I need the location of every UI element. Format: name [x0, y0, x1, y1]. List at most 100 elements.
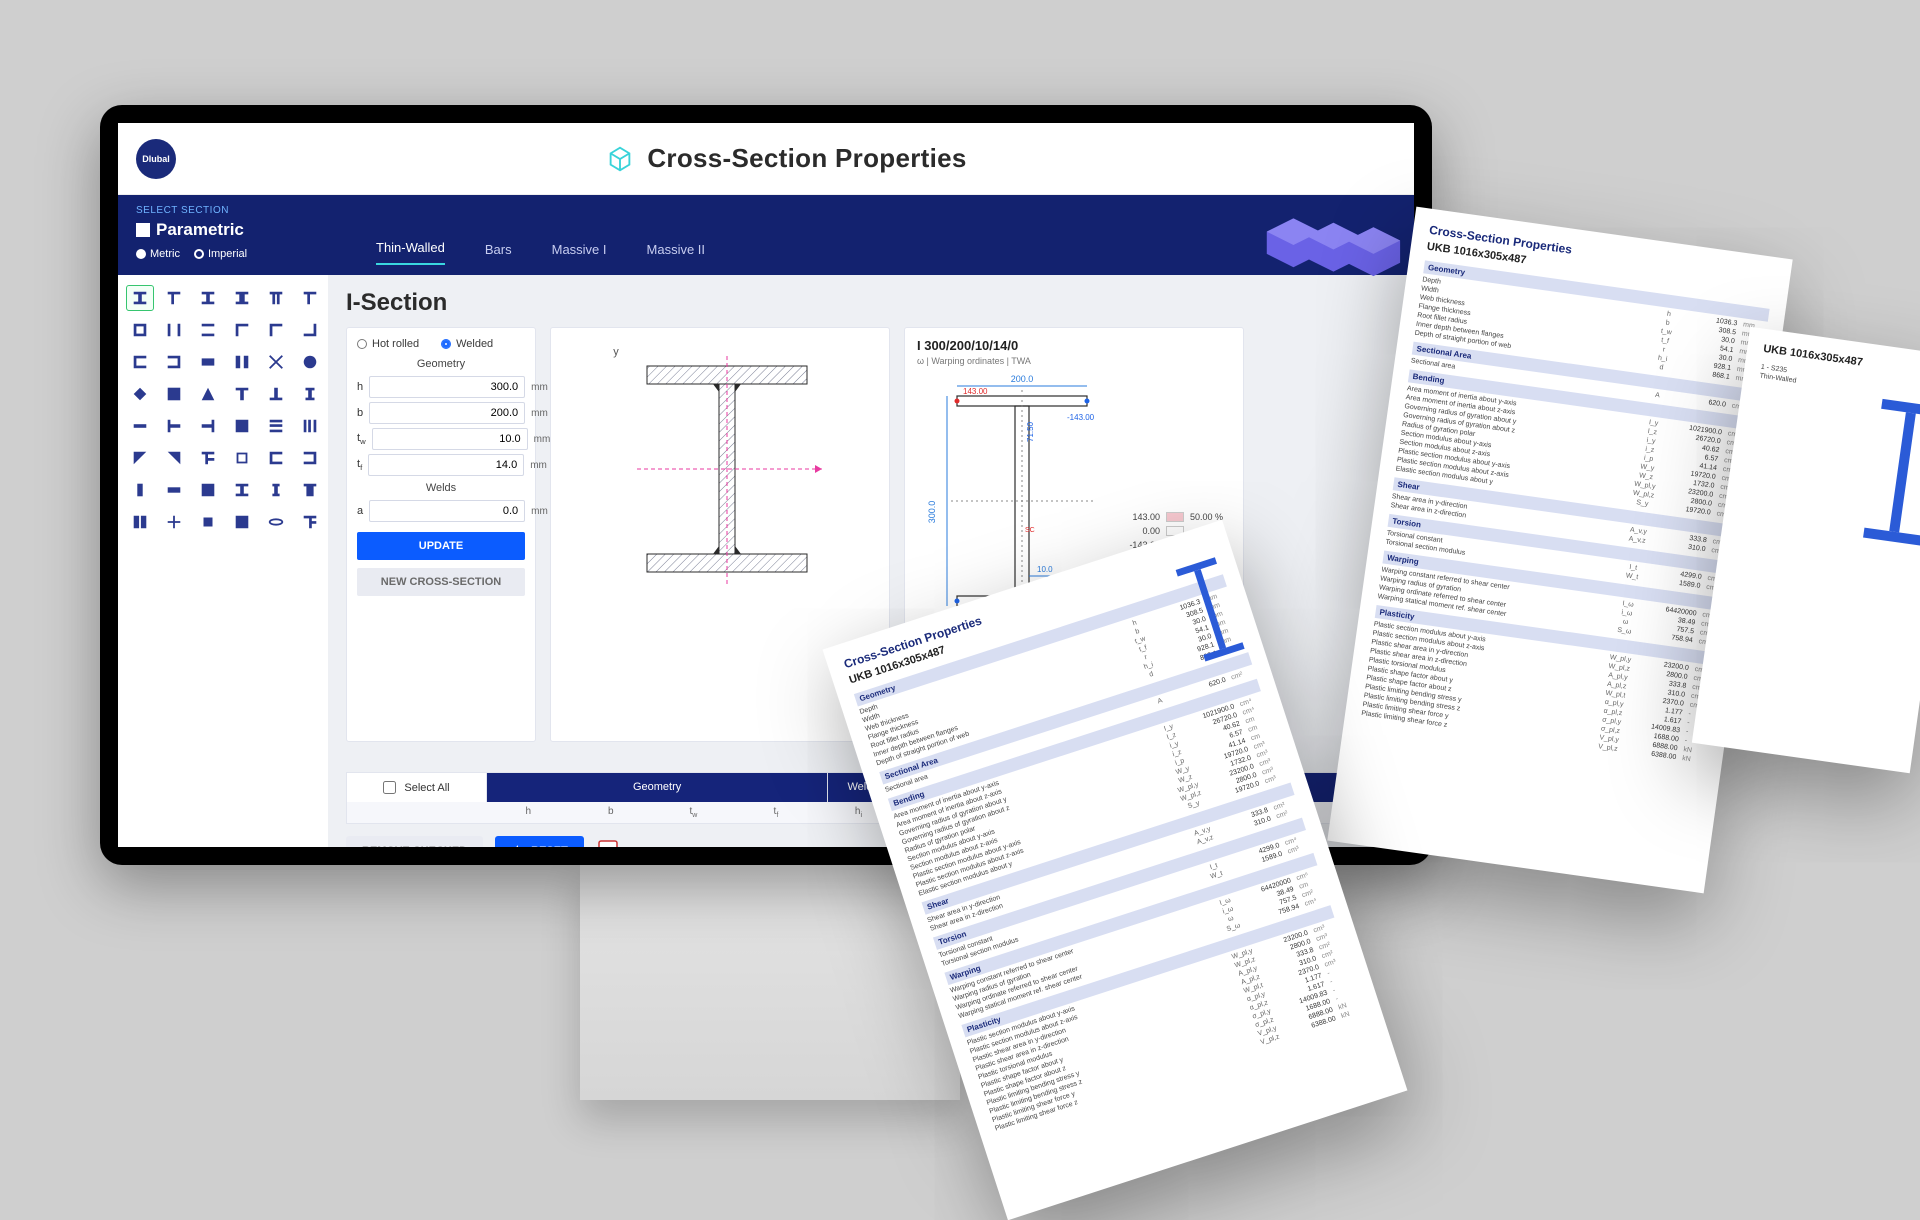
subcol-t_f: tf	[735, 802, 818, 823]
svg-text:143.00: 143.00	[963, 387, 988, 396]
geom-input-3[interactable]	[368, 454, 524, 476]
welds-group-label: Welds	[357, 482, 525, 494]
weld-input-0[interactable]	[369, 500, 525, 522]
subcol-b: b	[570, 802, 653, 823]
shape-option-45[interactable]	[228, 509, 256, 535]
shape-option-9[interactable]	[228, 317, 256, 343]
geom-sym-0: h	[357, 381, 363, 393]
select-all-checkbox[interactable]	[383, 781, 396, 794]
pdf-export-icon[interactable]: PDF	[596, 839, 620, 847]
decor-beams-icon	[1254, 205, 1404, 285]
geom-sym-2: tw	[357, 432, 366, 446]
shape-option-12[interactable]	[126, 349, 154, 375]
shape-option-23[interactable]	[296, 381, 324, 407]
shape-option-14[interactable]	[194, 349, 222, 375]
shape-option-19[interactable]	[160, 381, 188, 407]
parametric-icon	[136, 223, 150, 237]
shape-option-26[interactable]	[194, 413, 222, 439]
geom-input-1[interactable]	[369, 402, 525, 424]
svg-text:SC: SC	[1025, 527, 1035, 534]
shape-option-30[interactable]	[126, 445, 154, 471]
i-section-drawing	[627, 346, 827, 606]
shape-option-24[interactable]	[126, 413, 154, 439]
svg-text:200.0: 200.0	[1011, 374, 1034, 384]
shape-option-38[interactable]	[194, 477, 222, 503]
shape-option-27[interactable]	[228, 413, 256, 439]
new-cross-section-button[interactable]: NEW CROSS-SECTION	[357, 568, 525, 596]
reset-icon	[511, 844, 525, 847]
shape-option-2[interactable]	[194, 285, 222, 311]
geom-input-2[interactable]	[372, 428, 528, 450]
shape-option-25[interactable]	[160, 413, 188, 439]
svg-text:71.50: 71.50	[1026, 421, 1035, 442]
hot-rolled-radio[interactable]: Hot rolled	[357, 338, 419, 350]
geometry-form-panel: Hot rolled Welded Geometry hmmbmmtwmmtfm…	[346, 327, 536, 742]
shape-option-31[interactable]	[160, 445, 188, 471]
shape-option-29[interactable]	[296, 413, 324, 439]
reset-button[interactable]: RESET	[495, 836, 584, 847]
shape-option-7[interactable]	[160, 317, 188, 343]
shape-option-1[interactable]	[160, 285, 188, 311]
shape-option-32[interactable]	[194, 445, 222, 471]
shape-option-39[interactable]	[228, 477, 256, 503]
props-sub: ω | Warping ordinates | TWA	[917, 356, 1231, 366]
shape-option-47[interactable]	[296, 509, 324, 535]
drawing-y-label: y	[613, 346, 619, 358]
geom-input-0[interactable]	[369, 376, 525, 398]
shape-option-46[interactable]	[262, 509, 290, 535]
unit-metric-radio[interactable]: Metric	[136, 248, 180, 260]
shape-option-37[interactable]	[160, 477, 188, 503]
shape-option-41[interactable]	[296, 477, 324, 503]
shape-option-11[interactable]	[296, 317, 324, 343]
tab-massive-i[interactable]: Massive I	[552, 242, 607, 265]
section-title: I-Section	[346, 289, 1396, 317]
shape-option-34[interactable]	[262, 445, 290, 471]
update-button[interactable]: UPDATE	[357, 532, 525, 560]
shape-option-33[interactable]	[228, 445, 256, 471]
shape-option-6[interactable]	[126, 317, 154, 343]
shape-option-35[interactable]	[296, 445, 324, 471]
subcol-t_w: tw	[652, 802, 735, 823]
shape-option-0[interactable]	[126, 285, 154, 311]
parametric-label: Parametric	[156, 220, 244, 240]
geom-unit-3: mm	[530, 460, 547, 471]
unit-imperial-radio[interactable]: Imperial	[194, 248, 247, 260]
svg-text:-143.00: -143.00	[1067, 413, 1095, 422]
shape-option-40[interactable]	[262, 477, 290, 503]
shape-option-28[interactable]	[262, 413, 290, 439]
shape-option-21[interactable]	[228, 381, 256, 407]
select-all-header[interactable]: Select All	[347, 773, 487, 802]
remove-checked-button[interactable]: REMOVE CHECKED	[346, 836, 483, 847]
tab-bars[interactable]: Bars	[485, 242, 512, 265]
shape-option-17[interactable]	[296, 349, 324, 375]
shape-option-5[interactable]	[296, 285, 324, 311]
geom-unit-2: mm	[534, 434, 551, 445]
shape-option-42[interactable]	[126, 509, 154, 535]
svg-text:10.0: 10.0	[1037, 565, 1053, 574]
app-header: Dlubal Cross-Section Properties	[118, 123, 1414, 195]
col-geometry: Geometry	[487, 773, 828, 802]
shape-option-8[interactable]	[194, 317, 222, 343]
legend-row-0: 143.0050.00 %	[1120, 512, 1223, 522]
parametric-selector[interactable]: Parametric	[136, 220, 346, 240]
app-title: Cross-Section Properties	[647, 143, 966, 174]
shape-option-16[interactable]	[262, 349, 290, 375]
shape-option-43[interactable]	[160, 509, 188, 535]
nav-bluebar: SELECT SECTION Parametric Metric Imperia…	[118, 195, 1414, 275]
welded-radio[interactable]: Welded	[441, 338, 493, 350]
tab-massive-ii[interactable]: Massive II	[647, 242, 706, 265]
tab-thin-walled[interactable]: Thin-Walled	[376, 240, 445, 265]
shape-option-44[interactable]	[194, 509, 222, 535]
shape-option-22[interactable]	[262, 381, 290, 407]
geom-sym-1: b	[357, 407, 363, 419]
shape-sidebar	[118, 275, 328, 847]
shape-option-36[interactable]	[126, 477, 154, 503]
shape-option-20[interactable]	[194, 381, 222, 407]
shape-option-4[interactable]	[262, 285, 290, 311]
shape-option-18[interactable]	[126, 381, 154, 407]
shape-option-10[interactable]	[262, 317, 290, 343]
shape-option-3[interactable]	[228, 285, 256, 311]
shape-option-15[interactable]	[228, 349, 256, 375]
shape-option-13[interactable]	[160, 349, 188, 375]
subcol-h: h	[487, 802, 570, 823]
